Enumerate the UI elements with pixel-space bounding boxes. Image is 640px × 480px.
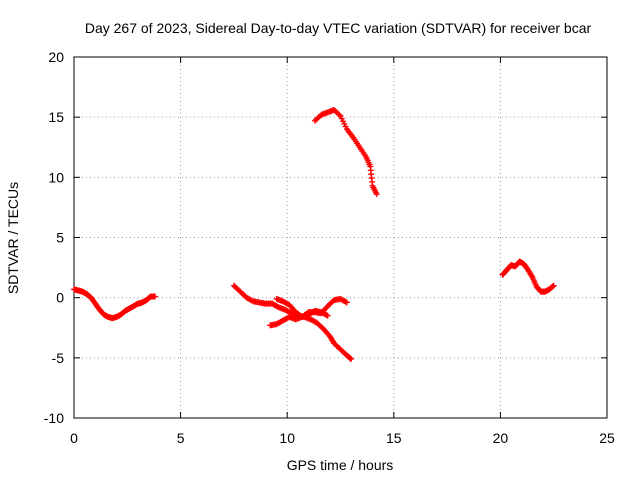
data-marks (71, 107, 557, 362)
series-arc-5 (312, 107, 380, 197)
x-tick-label: 15 (386, 430, 402, 446)
x-tick-label: 0 (70, 430, 78, 446)
y-tick-label: 0 (56, 290, 64, 306)
series-arc-2 (231, 283, 354, 362)
x-tick-label: 20 (493, 430, 509, 446)
y-tick-label: -10 (44, 410, 64, 426)
y-tick-label: 20 (48, 49, 64, 65)
grid-lines (74, 57, 607, 418)
y-tick-label: 10 (48, 169, 64, 185)
series-arc-1 (71, 286, 158, 321)
chart-title: Day 267 of 2023, Sidereal Day-to-day VTE… (85, 20, 592, 36)
sdtvar-chart: Day 267 of 2023, Sidereal Day-to-day VTE… (0, 0, 640, 480)
y-axis-label: SDTVAR / TECUs (5, 182, 21, 294)
x-tick-label: 25 (599, 430, 615, 446)
y-tick-label: -5 (52, 350, 65, 366)
x-tick-label: 10 (279, 430, 295, 446)
y-tick-label: 5 (56, 230, 64, 246)
x-tick-label: 5 (177, 430, 185, 446)
x-axis-label: GPS time / hours (287, 457, 394, 473)
series-arc-6 (500, 259, 557, 295)
plot-frame (74, 57, 607, 418)
y-tick-label: 15 (48, 109, 64, 125)
